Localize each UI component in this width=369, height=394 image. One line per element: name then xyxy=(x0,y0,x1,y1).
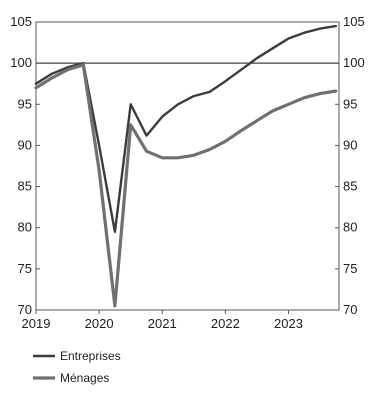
y-axis-left: 70 75 80 85 90 95 100 105 xyxy=(10,14,40,317)
legend: Entreprises Ménages xyxy=(33,349,121,385)
legend-label: Ménages xyxy=(60,371,109,385)
y-axis-right: 70 75 80 85 90 95 100 105 xyxy=(335,14,365,317)
x-tick-label: 2019 xyxy=(22,316,51,331)
y-tick-label-right: 80 xyxy=(343,220,357,235)
y-tick-label-right: 100 xyxy=(343,55,365,70)
plot-frame xyxy=(35,21,340,311)
y-tick-label-left: 85 xyxy=(18,179,32,194)
series-line-entreprises xyxy=(34,24,337,233)
x-tick-label: 2023 xyxy=(274,316,303,331)
y-tick-label-right: 75 xyxy=(343,261,357,276)
y-tick-label-right: 95 xyxy=(343,96,357,111)
y-tick-label-left: 70 xyxy=(18,302,32,317)
y-tick-label-right: 70 xyxy=(343,302,357,317)
x-tick-label: 2022 xyxy=(211,316,240,331)
series-line-m-nages xyxy=(34,63,338,308)
plot-border xyxy=(35,21,340,311)
legend-label: Entreprises xyxy=(60,349,121,363)
y-tick-label-right: 105 xyxy=(343,14,365,29)
series-layer xyxy=(34,24,338,308)
y-tick-label-left: 100 xyxy=(10,55,32,70)
y-tick-label-right: 90 xyxy=(343,137,357,152)
y-tick-label-left: 75 xyxy=(18,261,32,276)
x-tick-label: 2021 xyxy=(148,316,177,331)
y-tick-label-right: 85 xyxy=(343,179,357,194)
x-axis: 2019 2020 2021 2022 2023 xyxy=(22,310,303,331)
x-tick-label: 2020 xyxy=(85,316,114,331)
y-tick-label-left: 105 xyxy=(10,14,32,29)
y-tick-label-left: 80 xyxy=(18,220,32,235)
y-tick-label-left: 95 xyxy=(18,96,32,111)
y-tick-label-left: 90 xyxy=(18,137,32,152)
